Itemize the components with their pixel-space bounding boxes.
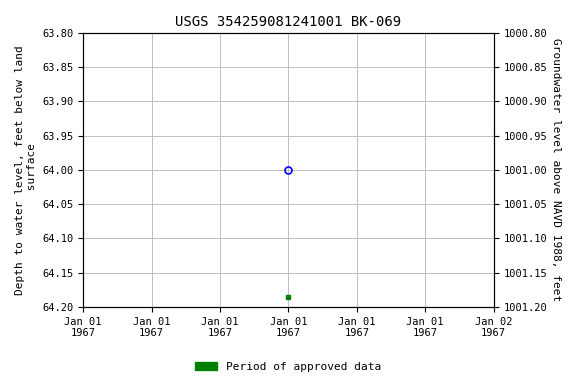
Y-axis label: Groundwater level above NAVD 1988, feet: Groundwater level above NAVD 1988, feet bbox=[551, 38, 561, 301]
Title: USGS 354259081241001 BK-069: USGS 354259081241001 BK-069 bbox=[175, 15, 401, 29]
Legend: Period of approved data: Period of approved data bbox=[191, 358, 385, 377]
Y-axis label: Depth to water level, feet below land
 surface: Depth to water level, feet below land su… bbox=[15, 45, 37, 295]
